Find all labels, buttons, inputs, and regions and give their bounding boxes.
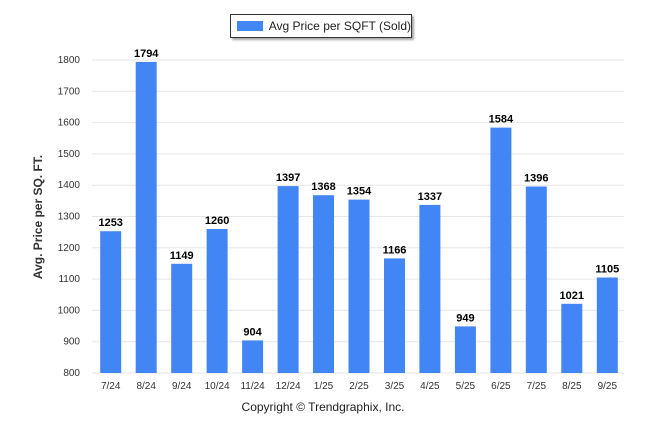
y-tick-label: 900 — [63, 337, 80, 348]
bar[interactable] — [277, 186, 299, 373]
bar-value-label: 1337 — [418, 191, 442, 203]
bar[interactable] — [242, 340, 264, 373]
bar-value-label: 1794 — [134, 48, 159, 60]
bar-value-label: 1397 — [276, 172, 300, 184]
bar[interactable] — [171, 263, 193, 373]
y-tick-label: 1100 — [58, 274, 80, 285]
x-tick-label: 2/25 — [349, 381, 369, 392]
bar[interactable] — [100, 231, 122, 373]
x-tick-label: 7/25 — [527, 381, 547, 392]
x-tick-label: 4/25 — [420, 381, 440, 392]
copyright-footer: Copyright © Trendgraphix, Inc. — [241, 400, 405, 414]
x-tick-label: 11/24 — [240, 381, 265, 392]
x-tick-label: 8/24 — [136, 381, 156, 392]
bar-value-label: 1253 — [98, 217, 122, 229]
y-tick-label: 1300 — [58, 212, 81, 223]
x-tick-label: 1/25 — [314, 381, 334, 392]
x-tick-label: 12/24 — [276, 381, 301, 392]
legend-label: Avg Price per SQFT (Sold) — [268, 19, 411, 33]
x-tick-label: 5/25 — [456, 381, 476, 392]
x-tick-label: 6/25 — [491, 381, 511, 392]
bar[interactable] — [454, 326, 476, 373]
bar[interactable] — [313, 195, 334, 373]
x-tick-label: 10/24 — [205, 381, 230, 392]
x-tick-label: 8/25 — [562, 381, 582, 392]
bar-value-label: 1260 — [205, 215, 229, 227]
y-tick-label: 1200 — [58, 243, 81, 254]
y-tick-label: 1400 — [58, 180, 81, 191]
value-labels: 1253 1794 1149 1260 904 1397 1368 1354 1166 1337 9… — [98, 48, 619, 338]
bar-value-label: 1021 — [560, 290, 584, 302]
legend-swatch — [237, 21, 263, 31]
bar-value-label: 949 — [456, 312, 474, 324]
bar[interactable] — [135, 61, 157, 374]
bar[interactable] — [596, 277, 618, 374]
bar[interactable] — [384, 258, 405, 373]
y-tick-label: 1800 — [58, 55, 81, 66]
bar[interactable] — [419, 204, 441, 373]
y-tick-label: 1600 — [58, 118, 81, 129]
x-tick-label: 9/24 — [172, 381, 192, 392]
bar-value-label: 904 — [243, 326, 262, 338]
y-tick-label: 1500 — [58, 149, 81, 160]
x-axis-ticks: 7/24 8/24 9/24 10/24 11/24 12/24 1/25 2/25 3/25 4… — [101, 381, 618, 392]
bars — [100, 61, 618, 374]
bar[interactable] — [206, 229, 228, 373]
bar[interactable] — [348, 199, 370, 373]
y-axis-title: Avg. Price per SQ. FT. — [31, 155, 45, 279]
bar-value-label: 1368 — [311, 181, 335, 193]
bar-value-label: 1166 — [383, 244, 407, 256]
bar[interactable] — [490, 127, 512, 373]
bar-value-label: 1584 — [489, 114, 514, 126]
bar-value-label: 1105 — [595, 264, 619, 276]
y-tick-label: 1700 — [58, 86, 81, 97]
x-tick-label: 7/24 — [101, 381, 121, 392]
bar-value-label: 1396 — [524, 173, 548, 185]
bar-value-label: 1354 — [347, 186, 372, 198]
bar[interactable] — [561, 303, 583, 373]
bar[interactable] — [525, 186, 547, 374]
y-axis-ticks: 800 900 1000 1100 1200 1300 1400 1500 1600 1700 18… — [58, 55, 81, 379]
y-tick-label: 800 — [63, 368, 80, 379]
x-tick-label: 3/25 — [385, 381, 405, 392]
x-tick-label: 9/25 — [598, 381, 618, 392]
legend[interactable]: Avg Price per SQFT (Sold) — [230, 14, 412, 38]
bar-value-label: 1149 — [170, 250, 194, 262]
y-tick-label: 1000 — [58, 305, 81, 316]
